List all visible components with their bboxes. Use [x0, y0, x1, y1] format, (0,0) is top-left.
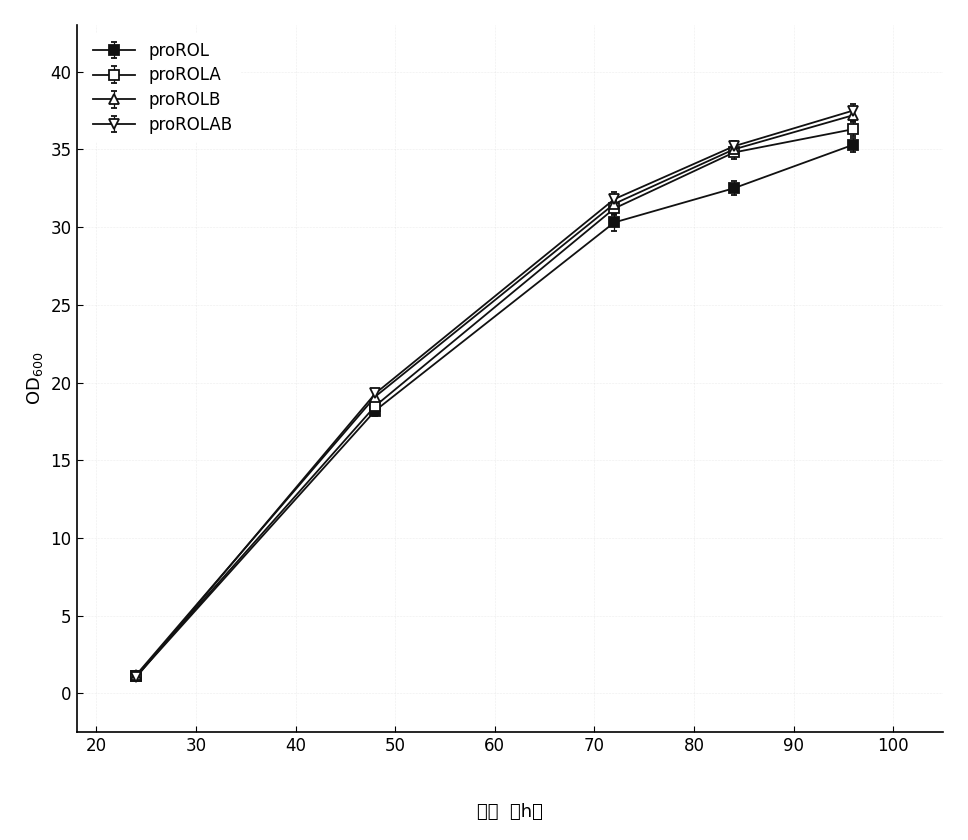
Y-axis label: OD$_{600}$: OD$_{600}$: [25, 352, 45, 406]
Text: 时间  （h）: 时间 （h）: [477, 803, 543, 821]
Legend: proROL, proROLA, proROLB, proROLAB: proROL, proROLA, proROLB, proROLAB: [85, 34, 241, 142]
